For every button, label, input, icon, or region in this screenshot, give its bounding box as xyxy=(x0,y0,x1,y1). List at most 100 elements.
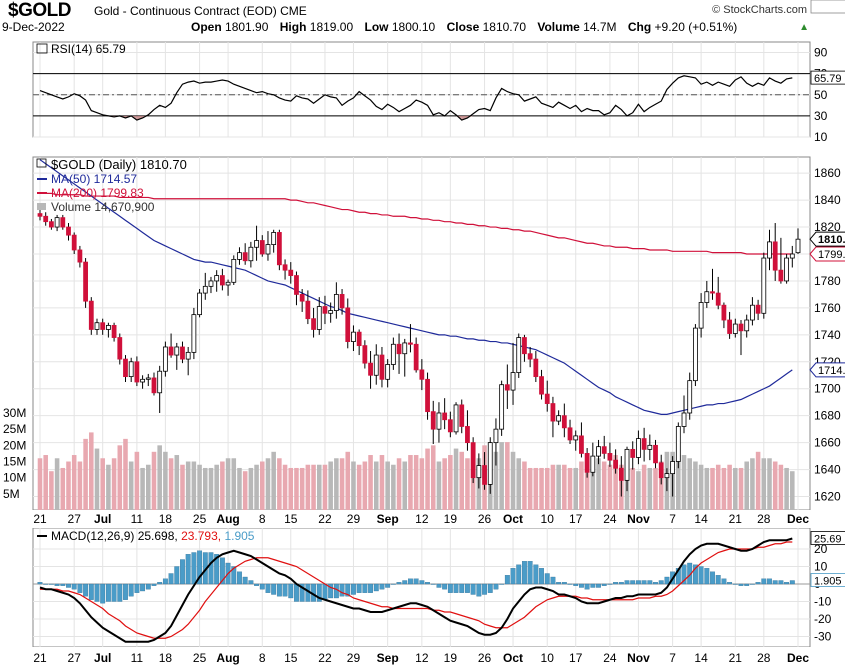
volume-bar xyxy=(698,464,704,510)
candle-body xyxy=(214,275,220,282)
candle-body xyxy=(698,302,704,329)
x-tick-label: 11 xyxy=(131,651,144,665)
macd-histogram-bar xyxy=(425,582,430,585)
macd-histogram-bar xyxy=(322,583,328,600)
volume-bar xyxy=(556,464,561,510)
volume-bar xyxy=(607,464,613,510)
macd-histogram-bar xyxy=(254,583,260,586)
candle-body xyxy=(265,244,271,255)
x-tick-label: 11 xyxy=(131,512,144,526)
candle-body xyxy=(567,427,573,441)
x-tick-label: 19 xyxy=(444,651,458,665)
macd-histogram-bar xyxy=(219,557,225,585)
macd-histogram-bar xyxy=(77,583,83,593)
candle-body xyxy=(664,473,670,479)
candle-body xyxy=(653,444,658,464)
volume-tick-label: 30M xyxy=(3,406,26,420)
macd-histogram-bar xyxy=(396,582,402,585)
volume-bar xyxy=(294,467,299,510)
candle-body xyxy=(710,291,715,294)
volume-bar xyxy=(391,464,396,510)
candle-body xyxy=(43,215,49,223)
candle-body xyxy=(71,234,77,251)
macd-legend-label: MACD(12,26,9) 25.698, 23.793, 1.905 xyxy=(51,529,255,543)
candle-body xyxy=(157,370,163,394)
candle-body xyxy=(755,304,761,314)
volume-bar xyxy=(744,461,749,510)
macd-histogram-bar xyxy=(214,554,220,585)
x-tick-label: Jul xyxy=(94,512,111,526)
volume-legend-swatch xyxy=(37,203,46,210)
candle-body xyxy=(100,322,106,330)
x-tick-label: Oct xyxy=(503,651,523,665)
macd-histogram-bar xyxy=(789,580,795,585)
macd-histogram-bar xyxy=(356,583,362,593)
macd-signal-line xyxy=(40,541,793,639)
volume-bar xyxy=(168,458,174,510)
candle-body xyxy=(550,403,556,422)
volume-bar xyxy=(339,458,345,510)
candle-body xyxy=(436,412,442,430)
candle-body xyxy=(60,217,66,228)
last-close-label: 1810.7 xyxy=(818,234,845,246)
candle-body xyxy=(544,393,550,404)
volume-bar xyxy=(43,455,48,510)
volume-bar xyxy=(727,464,732,510)
price-tick-label: 1620 xyxy=(814,490,841,504)
copyright: © StockCharts.com xyxy=(712,4,807,16)
volume-bar xyxy=(89,432,94,510)
x-tick-label: Aug xyxy=(216,512,239,526)
price-tick-label: 1820 xyxy=(814,220,841,234)
candle-body xyxy=(453,404,459,433)
volume-bar xyxy=(550,464,556,510)
candle-body xyxy=(254,240,259,248)
candle-body xyxy=(413,343,419,371)
volume-bar xyxy=(630,467,636,510)
volume-bar xyxy=(60,467,66,510)
macd-histogram-bar xyxy=(556,582,562,585)
macd-histogram-bar xyxy=(123,583,128,600)
volume-bar xyxy=(470,458,476,510)
macd-histogram-bar xyxy=(767,578,772,585)
volume-bar xyxy=(345,451,351,510)
candle-body xyxy=(333,294,339,311)
macd-histogram-bar xyxy=(442,583,448,590)
macd-tick-label: 10 xyxy=(814,560,828,574)
volume-bar xyxy=(248,467,254,510)
ma200-legend-label: MA(200) 1799.83 xyxy=(51,186,144,200)
x-tick-label: 12 xyxy=(415,651,429,665)
macd-histogram-bar xyxy=(459,583,465,593)
volume-bar xyxy=(562,464,567,510)
price-legend-title: $GOLD (Daily) 1810.70 xyxy=(51,157,187,172)
change-value: +9.20 (+0.51%) xyxy=(654,20,738,34)
candle-body xyxy=(539,376,544,395)
volume-bar xyxy=(687,458,692,510)
volume-bar xyxy=(676,455,681,510)
volume-bar xyxy=(510,451,516,510)
volume-bar xyxy=(277,458,282,510)
volume-bar xyxy=(516,458,522,510)
macd-histogram-bar xyxy=(208,552,214,585)
macd-histogram-bar xyxy=(544,573,550,585)
volume-bar xyxy=(106,464,111,510)
price-legend-icon xyxy=(36,158,47,168)
candle-body xyxy=(202,285,208,294)
x-tick-label: Jul xyxy=(94,651,111,665)
candle-body xyxy=(94,322,100,330)
candle-body xyxy=(681,412,687,427)
volume-bar xyxy=(681,455,687,510)
macd-histogram-bar xyxy=(447,583,453,593)
candle-body xyxy=(237,252,242,260)
open-value: 1801.90 xyxy=(225,20,269,34)
price-tick-label: 1700 xyxy=(814,382,841,396)
volume-bar xyxy=(385,461,390,510)
x-tick-label: 28 xyxy=(757,651,771,665)
candle-body xyxy=(527,353,533,360)
macd-histogram-bar xyxy=(476,583,482,597)
volume-bar xyxy=(653,467,658,510)
volume-bar xyxy=(784,467,789,510)
candle-body xyxy=(510,372,516,391)
volume-value: 14.7M xyxy=(583,20,617,34)
candle-body xyxy=(732,323,738,334)
